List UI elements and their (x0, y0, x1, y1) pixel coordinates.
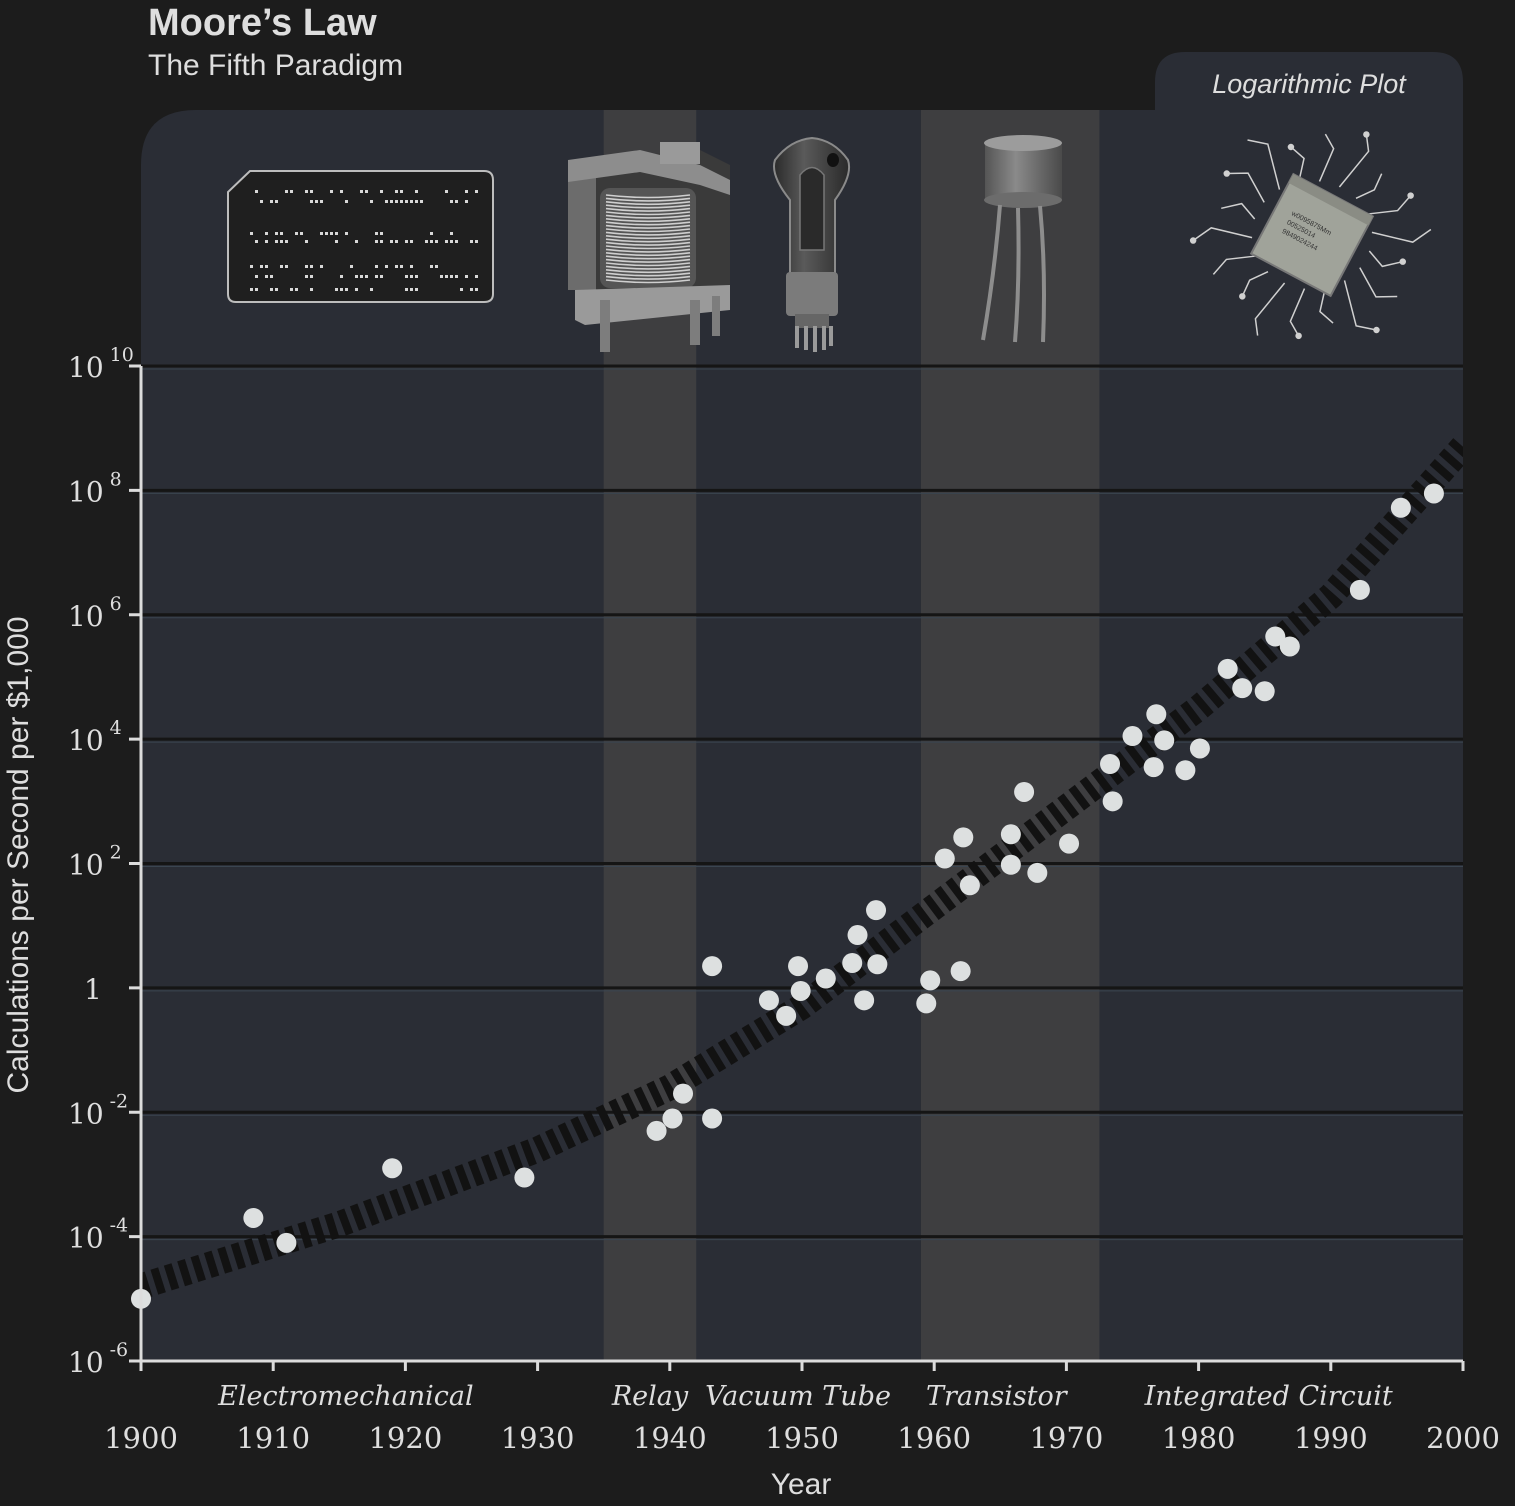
x-axis-label: Year (771, 1468, 832, 1501)
y-axis-label: Calculations per Second per $1,000 (2, 617, 35, 1094)
vacuum-tube-icon (773, 136, 851, 352)
x-tick-label-8: 1980 (1162, 1421, 1236, 1455)
data-points (131, 483, 1444, 1309)
y-tick-label-4: 10 2 (68, 842, 122, 882)
y-tick-label-0: 10 -6 (68, 1339, 128, 1379)
data-point-29 (1027, 862, 1048, 883)
data-point-13 (790, 980, 811, 1001)
x-tick-label-5: 1950 (765, 1421, 839, 1455)
data-point-37 (1175, 760, 1196, 781)
data-point-20 (916, 993, 937, 1014)
data-point-39 (1217, 658, 1238, 679)
data-point-41 (1254, 681, 1275, 702)
x-tick-label-4: 1940 (633, 1421, 707, 1455)
era-band-3 (920, 110, 1100, 1361)
data-point-2 (276, 1232, 297, 1253)
era-label-0: Electromechanical (217, 1381, 474, 1412)
integrated-circuit-icon: w0095875Mm 00525014 9849024244 (1189, 131, 1432, 340)
data-point-33 (1122, 726, 1143, 747)
data-point-18 (866, 900, 887, 921)
data-point-10 (758, 990, 779, 1011)
data-point-1 (243, 1207, 264, 1228)
x-tick-label-1: 1910 (236, 1421, 310, 1455)
relay-icon (568, 142, 730, 352)
data-point-9 (702, 956, 723, 977)
x-tick-label-7: 1970 (1029, 1421, 1103, 1455)
y-tick-label-2: 10 -2 (68, 1090, 128, 1130)
data-point-35 (1146, 704, 1167, 725)
y-axis-ticks: 10 -6 10 -4 10 -2 1 10 2 10 4 10 6 10 8 10 10 (68, 344, 141, 1379)
x-tick-label-2: 1920 (368, 1421, 442, 1455)
x-tick-label-9: 1990 (1294, 1421, 1368, 1455)
data-point-3 (382, 1158, 403, 1179)
era-bands (603, 110, 1100, 1361)
data-point-12 (788, 956, 809, 977)
x-tick-label-6: 1960 (897, 1421, 971, 1455)
data-point-45 (1390, 497, 1411, 518)
data-point-17 (854, 990, 875, 1011)
data-point-23 (950, 961, 971, 982)
data-point-24 (953, 827, 974, 848)
data-point-34 (1143, 757, 1164, 778)
data-point-14 (815, 968, 836, 989)
gridlines (141, 364, 1463, 1241)
data-point-15 (842, 953, 863, 973)
punch-card-icon (227, 170, 494, 303)
y-tick-label-1: 10 -4 (68, 1215, 128, 1255)
data-point-44 (1349, 579, 1370, 600)
era-label-2: Vacuum Tube (705, 1381, 891, 1412)
data-point-40 (1232, 678, 1253, 699)
plot-panel (141, 52, 1463, 1361)
data-point-22 (934, 848, 955, 869)
logarithmic-plot-badge: Logarithmic Plot (1212, 69, 1407, 99)
x-axis-ticks: 1900 1910 1920 1930 1940 1950 1960 1970 1980 1990… (104, 1361, 1500, 1455)
data-point-6 (662, 1108, 683, 1129)
x-tick-label-0: 1900 (104, 1421, 178, 1455)
data-point-8 (702, 1108, 723, 1129)
era-labels: Electromechanical Relay Vacuum Tube Transis… (217, 1381, 1393, 1412)
data-point-31 (1100, 754, 1121, 774)
era-label-1: Relay (611, 1381, 689, 1412)
era-label-3: Transistor (926, 1381, 1069, 1412)
trend-band (141, 438, 1463, 1299)
data-point-32 (1102, 791, 1123, 812)
data-point-19 (867, 954, 888, 975)
y-tick-label-5: 10 4 (68, 717, 122, 757)
chart-subtitle: The Fifth Paradigm (148, 49, 403, 82)
y-tick-label-6: 10 6 (68, 593, 122, 633)
data-point-30 (1059, 833, 1080, 854)
data-point-16 (847, 925, 868, 946)
data-point-28 (1014, 781, 1035, 802)
trend-band-line (141, 438, 1463, 1299)
data-point-36 (1154, 730, 1175, 751)
x-tick-label-10: 2000 (1426, 1421, 1500, 1455)
data-point-38 (1189, 738, 1210, 759)
era-label-4: Integrated Circuit (1144, 1381, 1393, 1412)
y-tick-label-8: 10 10 (68, 344, 134, 384)
data-point-11 (776, 1005, 797, 1026)
y-tick-label-3: 1 (84, 973, 102, 1006)
y-tick-label-7: 10 8 (68, 468, 122, 508)
data-point-42 (1265, 626, 1286, 647)
transistor-icon (981, 135, 1062, 343)
data-point-25 (959, 875, 980, 896)
data-point-46 (1423, 483, 1444, 504)
data-point-7 (673, 1083, 694, 1104)
data-point-4 (514, 1167, 535, 1188)
x-tick-label-3: 1930 (501, 1421, 575, 1455)
data-point-27 (1000, 854, 1021, 875)
data-point-5 (646, 1120, 667, 1141)
chart-title: Moore’s Law (148, 2, 377, 44)
data-point-26 (1000, 824, 1021, 845)
data-point-43 (1279, 636, 1300, 657)
data-point-21 (920, 970, 941, 991)
